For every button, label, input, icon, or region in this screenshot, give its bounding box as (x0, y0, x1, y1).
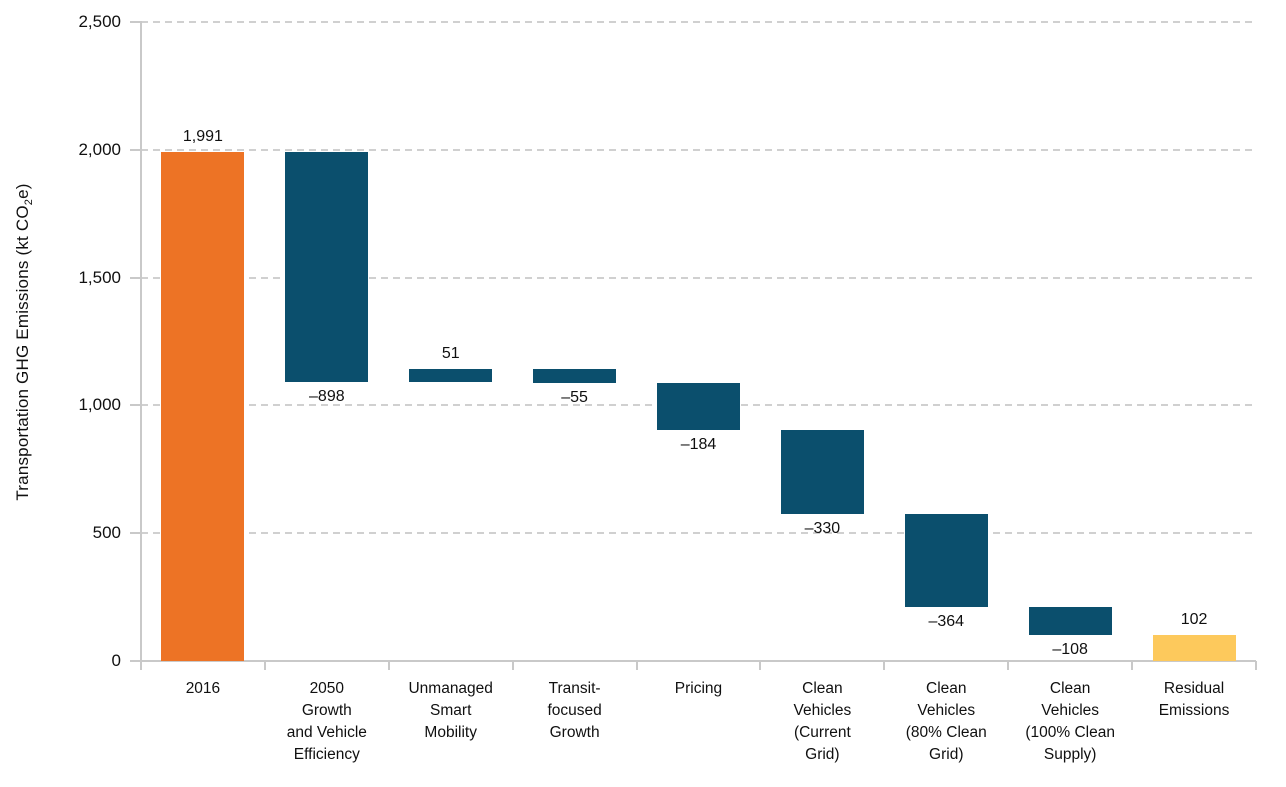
x-category-label: 2016 (185, 680, 221, 697)
y-tick-mark (130, 404, 141, 407)
y-tick-mark (130, 148, 141, 151)
x-tick-mark (759, 661, 762, 670)
bar-value-label: –55 (561, 388, 588, 406)
waterfall-bar-5 (657, 382, 740, 430)
x-category-label: Clean Vehicles (80% Clean Grid) (905, 680, 987, 763)
x-category-label: Clean Vehicles (100% Clean Supply) (1025, 680, 1115, 763)
x-tick-mark (1007, 661, 1010, 670)
x-tick-mark (1255, 661, 1257, 670)
gridline (141, 21, 1256, 23)
x-tick-mark (1131, 661, 1134, 670)
bar-value-label: –330 (804, 520, 841, 538)
waterfall-bar-4 (533, 368, 617, 383)
x-category-label: Transit- focused Growth (547, 680, 602, 741)
gridline (141, 276, 1256, 279)
bar-value-label: –364 (928, 613, 965, 631)
bar-value-label: –108 (1052, 640, 1088, 658)
x-tick-mark (140, 661, 142, 670)
y-tick-label: 1,500 (78, 267, 121, 287)
y-axis-line (140, 21, 142, 661)
y-tick-label: 500 (92, 523, 121, 543)
y-tick-label: 2,000 (78, 139, 121, 159)
waterfall-bar-6 (780, 429, 864, 515)
x-category-label: Residual Emissions (1158, 680, 1230, 719)
waterfall-bar-3 (409, 368, 493, 382)
x-category-label: Pricing (674, 680, 723, 697)
gridline (141, 148, 1256, 151)
bar-value-label: –898 (309, 387, 345, 405)
waterfall-bar-8 (1028, 607, 1112, 635)
bar-value-label: 1,991 (182, 128, 223, 146)
bar-value-label: 51 (441, 344, 460, 362)
waterfall-bar-7 (904, 514, 988, 608)
x-tick-mark (635, 661, 638, 670)
y-tick-label: 2,500 (78, 12, 121, 31)
x-category-label: Unmanaged Smart Mobility (408, 680, 493, 741)
x-category-label: Clean Vehicles (Current Grid) (793, 680, 852, 763)
x-tick-mark (511, 661, 514, 670)
x-tick-mark (883, 661, 886, 670)
waterfall-bar-2 (285, 152, 369, 382)
x-category-label: 2050 Growth and Vehicle Efficiency (286, 680, 367, 763)
y-tick-label: 1,000 (78, 395, 121, 415)
waterfall-bar-9 (1152, 634, 1236, 661)
bar-value-label: –184 (680, 435, 717, 453)
x-tick-mark (387, 661, 390, 670)
y-tick-mark (130, 21, 141, 23)
y-tick-label: 0 (111, 651, 121, 670)
gridline (141, 532, 1256, 535)
y-tick-mark (130, 276, 141, 279)
y-tick-mark (130, 532, 141, 535)
bar-value-label: 102 (1180, 610, 1208, 628)
x-axis-line (130, 660, 1256, 662)
x-tick-mark (263, 661, 266, 670)
waterfall-bar-1 (161, 152, 245, 661)
